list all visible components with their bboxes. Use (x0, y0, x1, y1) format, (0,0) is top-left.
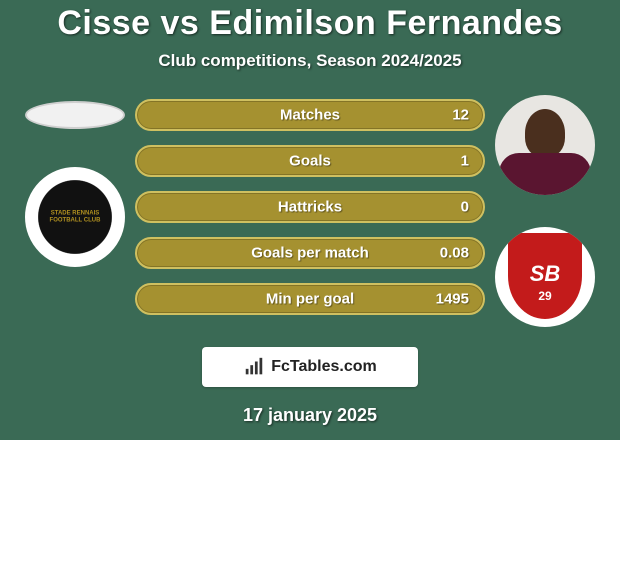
stat-label: Min per goal (266, 291, 354, 308)
club-left-badge: STADE RENNAIS FOOTBALL CLUB (25, 167, 125, 267)
stats-list: Matches 12 Goals 1 Hattricks 0 Goals per match… (135, 95, 485, 315)
brand-label: FcTables.com (271, 358, 377, 376)
club-right-code: SB (530, 261, 561, 287)
stat-right-value: 0 (461, 199, 469, 216)
club-left-label: STADE RENNAIS FOOTBALL CLUB (45, 210, 105, 223)
bar-chart-icon (243, 356, 265, 378)
stat-right-value: 1 (461, 153, 469, 170)
stat-right-value: 0.08 (440, 245, 469, 262)
avatar-torso-icon (499, 153, 591, 195)
stat-row: Goals per match 0.08 (135, 237, 485, 269)
stat-right-value: 12 (452, 107, 469, 124)
club-right-badge: SB 29 (495, 227, 595, 327)
stat-label: Matches (280, 107, 340, 124)
stat-row: Goals 1 (135, 145, 485, 177)
left-column: STADE RENNAIS FOOTBALL CLUB (15, 95, 135, 267)
page-title: Cisse vs Edimilson Fernandes (0, 4, 620, 43)
stat-row: Matches 12 (135, 99, 485, 131)
right-column: SB 29 (485, 95, 605, 327)
avatar-placeholder-icon (25, 101, 125, 129)
avatar-head-icon (525, 109, 565, 157)
stat-label: Goals (289, 153, 331, 170)
stat-row: Hattricks 0 (135, 191, 485, 223)
stat-label: Hattricks (278, 199, 342, 216)
date-label: 17 january 2025 (0, 405, 620, 426)
comparison-card: Cisse vs Edimilson Fernandes Club compet… (0, 0, 620, 440)
club-right-number: 29 (538, 289, 551, 303)
subtitle: Club competitions, Season 2024/2025 (0, 51, 620, 71)
player-left-avatar (25, 95, 125, 135)
stat-right-value: 1495 (436, 291, 469, 308)
stat-label: Goals per match (251, 245, 369, 262)
stat-row: Min per goal 1495 (135, 283, 485, 315)
body-row: STADE RENNAIS FOOTBALL CLUB Matches 12 Goa… (0, 95, 620, 327)
brand-badge[interactable]: FcTables.com (202, 347, 418, 387)
player-right-avatar (495, 95, 595, 195)
